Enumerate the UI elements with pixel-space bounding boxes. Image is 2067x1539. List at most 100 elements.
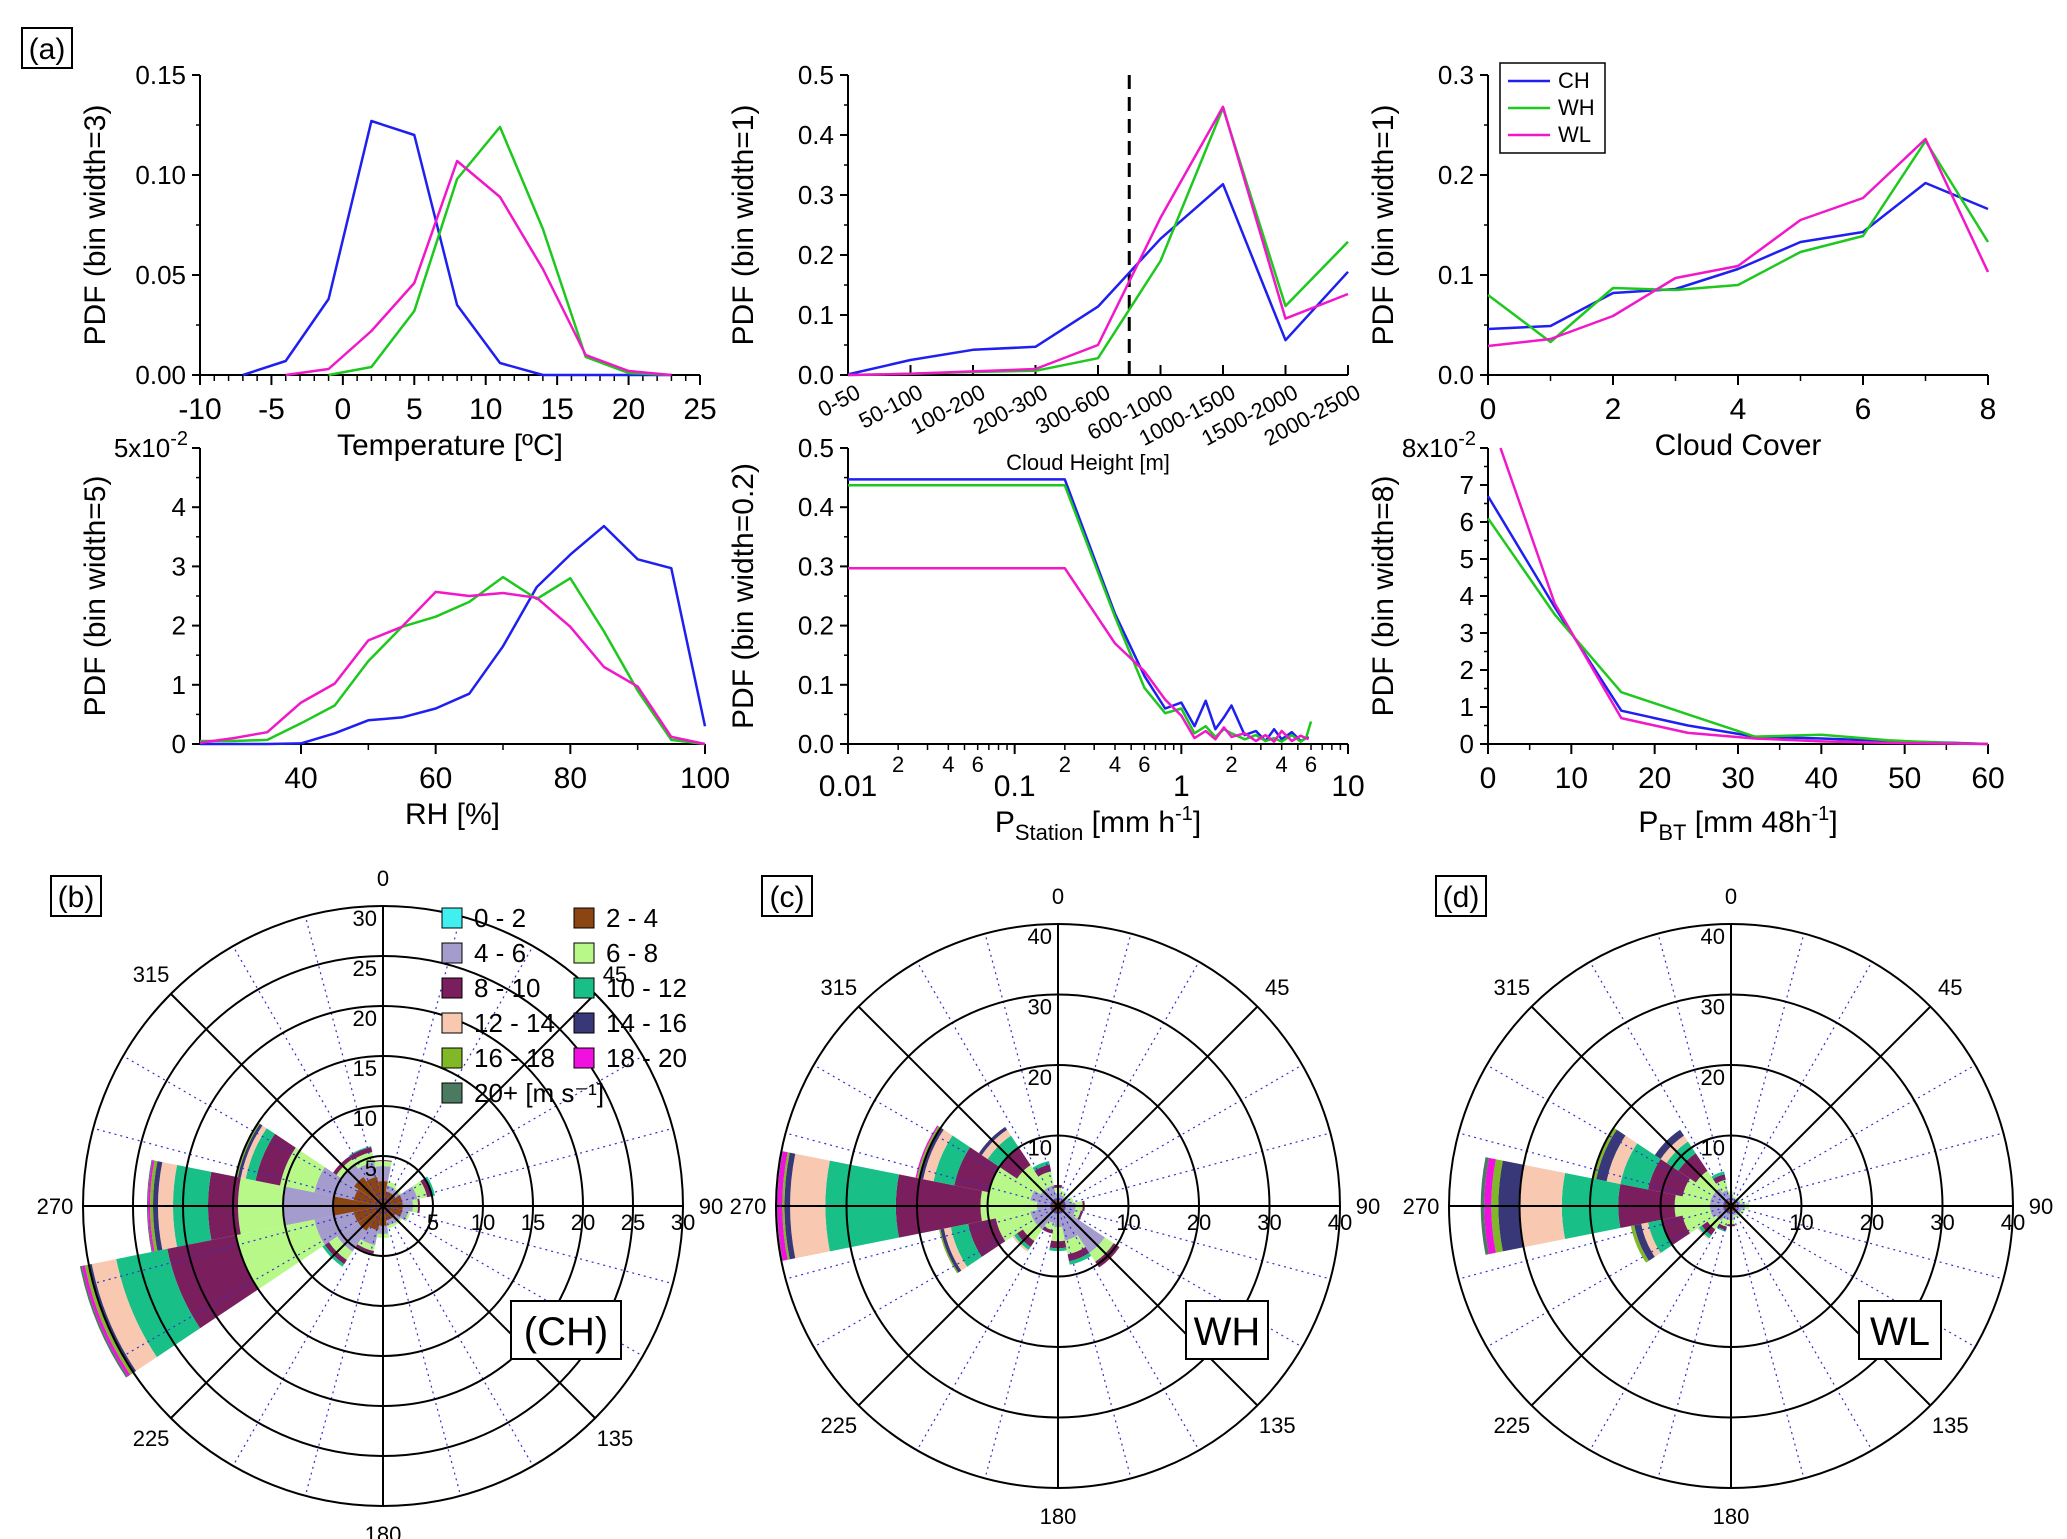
rose-spoke <box>857 1005 1059 1207</box>
y-tick-label: 7 <box>1460 470 1474 500</box>
series-line-wh <box>848 484 1313 743</box>
x-tick-label: 20 <box>1638 762 1671 795</box>
y-axis-label: PDF (bin width=8) <box>1367 476 1400 717</box>
rose-wedge <box>1077 1210 1083 1221</box>
y-tick-label: 0.2 <box>1438 160 1474 190</box>
wind-rose-wh: 0 45 90 135 180 225 270 315 10 10 20 20 30 30 40 40 WH <box>730 884 1381 1529</box>
rose-wedge <box>1067 1247 1090 1262</box>
rose-wedge <box>387 1181 397 1189</box>
rose-minor-spoke <box>813 1205 1059 1348</box>
rose-wedge <box>412 1180 428 1200</box>
series-line-wl <box>848 566 1310 743</box>
rose-ring-label: 10 <box>353 1106 377 1131</box>
rose-wedge <box>1064 1235 1086 1255</box>
rose-wedge <box>933 1135 971 1186</box>
y-scale-label: 8x10-2 <box>1402 428 1476 463</box>
series-line-wh <box>328 125 672 377</box>
rose-minor-spoke <box>785 1132 1059 1207</box>
rose-spoke <box>382 993 596 1207</box>
rose-wedge <box>255 1133 296 1186</box>
y-tick-label: 0.3 <box>798 180 834 210</box>
rose-wedge <box>968 1218 1006 1257</box>
x-tick-label: 0 <box>1480 393 1497 426</box>
x-tick-label: 1 <box>1173 770 1190 803</box>
x-tick-label: 10 <box>1331 770 1364 803</box>
speed-bin-swatch <box>441 942 463 964</box>
rose-wedge <box>1648 1219 1673 1254</box>
speed-bin-swatch <box>441 1047 463 1069</box>
rose-wedge <box>349 1147 373 1161</box>
rose-spoke <box>1730 1005 1932 1207</box>
series-line-ch <box>1487 181 1989 331</box>
rose-ring-label: 40 <box>2001 1210 2025 1235</box>
rose-wedge <box>237 1123 263 1178</box>
series-line-wh <box>847 106 1349 377</box>
rose-station-label: WH <box>1194 1310 1261 1354</box>
y-tick-label: 0.4 <box>798 492 834 522</box>
rose-wedge <box>1592 1127 1617 1180</box>
rose-direction-label: 180 <box>1040 1504 1077 1529</box>
speed-bin-swatch <box>573 1012 595 1034</box>
rose-wedge <box>1630 1225 1649 1263</box>
rose-wedge <box>1739 1198 1744 1205</box>
rose-wedge <box>1717 1223 1727 1231</box>
x-tick-label: 5 <box>406 393 423 426</box>
rose-minor-spoke <box>1657 1205 1732 1479</box>
x-tick-label: 6 <box>1855 393 1872 426</box>
rose-wedge <box>1716 1179 1728 1193</box>
rose-spoke <box>1530 1205 1732 1407</box>
rose-direction-label: 45 <box>603 962 627 987</box>
rose-ring-label: 40 <box>1328 1210 1352 1235</box>
speed-bin-swatch <box>441 1082 463 1104</box>
y-tick-label: 0.10 <box>135 160 186 190</box>
rose-wedge <box>1030 1190 1053 1205</box>
rose-wedge <box>1044 1220 1055 1231</box>
y-tick-label: 2 <box>172 611 186 641</box>
rose-direction-label: 270 <box>730 1194 767 1219</box>
x-tick-label: 0 <box>1480 762 1497 795</box>
rose-wedge <box>1059 1211 1078 1241</box>
rose-direction-label: 180 <box>365 1522 402 1539</box>
rose-wedge <box>1030 1207 1053 1222</box>
y-tick-label: 0.1 <box>1438 260 1474 290</box>
x-axis-label: Temperature [ºC] <box>337 429 563 462</box>
rose-direction-label: 180 <box>1713 1504 1750 1529</box>
panel-label-d: (d) <box>1435 875 1487 917</box>
x-minor-label: 6 <box>1305 752 1317 777</box>
speed-bin-swatch <box>573 1047 595 1069</box>
rose-ring-label: 20 <box>571 1210 595 1235</box>
y-tick-label: 6 <box>1460 507 1474 537</box>
chart-p-bt: 0 1 2 3 4 5 6 7 8x10-2 0 10 20 30 40 50 60 PDF (bin widt… <box>1367 428 2005 845</box>
rose-wedges <box>79 1122 435 1378</box>
legend-label-wh: WH <box>1558 95 1595 120</box>
rose-wedge <box>147 1159 153 1253</box>
x-minor-label: 6 <box>1138 752 1150 777</box>
y-tick-label: 0.1 <box>798 670 834 700</box>
x-minor-label: 4 <box>1276 752 1288 777</box>
x-tick-label: -5 <box>258 393 285 426</box>
series-line-ch <box>848 478 1310 743</box>
x-tick-label: 30 <box>1721 762 1754 795</box>
x-tick-label: 40 <box>1805 762 1838 795</box>
y-axis-label: PDF (bin width=0.2) <box>727 463 760 729</box>
rose-direction-label: 135 <box>1259 1413 1296 1438</box>
rose-minor-spoke <box>1730 961 1873 1207</box>
speed-bin-label: 6 - 8 <box>606 938 658 968</box>
x-tick-label: 60 <box>1971 762 2004 795</box>
rose-wedge <box>240 1125 267 1179</box>
rose-station-label: (CH) <box>524 1310 608 1354</box>
rose-minor-spoke <box>1057 961 1200 1207</box>
x-axis-label: PStation [mm h-1] <box>995 803 1201 845</box>
y-tick-label: 0 <box>172 729 186 759</box>
rose-ring-label: 10 <box>1116 1210 1140 1235</box>
y-axis-label: PDF (bin width=1) <box>727 105 760 346</box>
rose-ring-label: 30 <box>353 906 377 931</box>
rose-wedge <box>915 1125 939 1178</box>
rose-wedge <box>280 1147 325 1193</box>
speed-bin-label: 12 - 14 <box>474 1008 555 1038</box>
rose-wedge <box>116 1248 201 1358</box>
rose-minor-spoke <box>1730 1205 1873 1451</box>
rose-wedge <box>357 1239 376 1252</box>
wind-rose-ch: 0 45 90 135 180 225 270 315 5 5 10 10 15 15 20 20 25 25 30… <box>37 866 724 1539</box>
rose-spoke <box>1057 1205 1259 1407</box>
